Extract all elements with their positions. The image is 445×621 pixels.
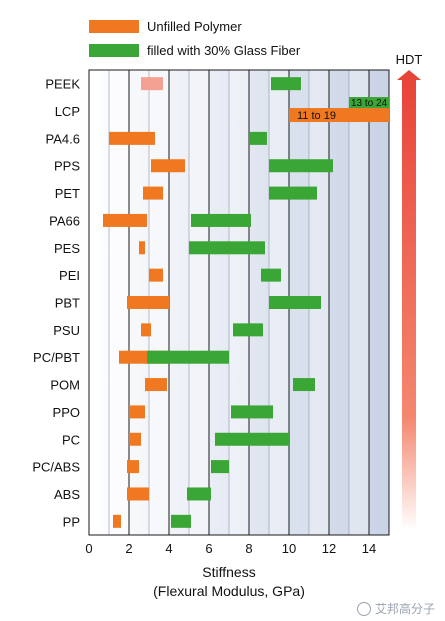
x-tick-label-12: 12	[322, 541, 336, 556]
watermark-text: 艾邦高分子	[374, 602, 435, 616]
category-label-pps: PPS	[54, 159, 80, 174]
x-tick-label-14: 14	[362, 541, 376, 556]
hdt-label: HDT	[396, 52, 423, 67]
hdt-arrow: HDT	[396, 52, 423, 530]
category-label-ppo: PPO	[53, 405, 80, 420]
glass-fiber-bar-ppo	[231, 405, 273, 419]
glass-fiber-bar-pc	[215, 432, 289, 446]
unfilled-bar-pc	[129, 432, 141, 446]
glass-fiber-bar-pps	[269, 159, 333, 173]
category-label-lcp: LCP	[55, 104, 80, 119]
category-label-pei: PEI	[59, 268, 80, 283]
glass-fiber-bar-pes	[189, 241, 265, 255]
plot-background	[89, 70, 389, 535]
legend-label-glass-fiber: filled with 30% Glass Fiber	[147, 43, 301, 58]
category-label-pc-pbt: PC/PBT	[33, 350, 80, 365]
glass-fiber-bar-abs	[187, 487, 211, 501]
x-tick-label-4: 4	[165, 541, 172, 556]
x-tick-label-6: 6	[205, 541, 212, 556]
category-label-pc-abs: PC/ABS	[32, 460, 80, 475]
category-labels: PEEK LCP PA4.6 PPS PET PA66 PES PEI PBT PSU PC/PBT…	[32, 77, 80, 530]
glass-fiber-bar-peek	[271, 77, 301, 91]
unfilled-bar-pbt	[127, 296, 169, 309]
glass-fiber-bar-pa4-6	[249, 131, 267, 145]
unfilled-bar-lcp	[289, 108, 389, 123]
category-label-pes: PES	[54, 241, 80, 256]
plot-band	[349, 70, 369, 535]
plot-band	[189, 70, 209, 535]
plot-band	[109, 70, 129, 535]
annotation-lcp-unfilled: 11 to 19	[297, 110, 336, 122]
annotation-lcp-glass-fiber: 13 to 24	[351, 98, 388, 109]
category-label-pbt: PBT	[55, 296, 80, 311]
category-label-pom: POM	[50, 378, 80, 393]
category-label-pa4-6: PA4.6	[46, 131, 80, 146]
unfilled-bar-ppo	[129, 405, 145, 419]
x-tick-label-8: 8	[245, 541, 252, 556]
category-label-pet: PET	[55, 186, 80, 201]
unfilled-bar-pet	[143, 186, 163, 200]
x-tick-label-0: 0	[85, 541, 92, 556]
unfilled-bar-pei	[149, 268, 163, 282]
glass-fiber-bar-lcp	[349, 97, 389, 109]
unfilled-bar-peek	[141, 77, 163, 91]
wechat-icon	[356, 601, 371, 616]
glass-fiber-bar-pbt	[269, 296, 321, 309]
unfilled-bar-pa4-6	[109, 131, 155, 145]
x-tick-label-2: 2	[125, 541, 132, 556]
category-label-pc: PC	[62, 432, 80, 447]
hdt-arrow-shape	[397, 70, 421, 82]
unfilled-bar-pc-abs	[127, 460, 139, 474]
glass-fiber-bar-pc-pbt	[147, 350, 229, 364]
glass-fiber-bar-pa66	[191, 213, 251, 227]
glass-fiber-bar-pp	[171, 514, 191, 528]
x-axis-label-line2: (Flexural Modulus, GPa)	[153, 583, 305, 599]
x-axis-label-line1: Stiffness	[202, 564, 255, 580]
hdt-arrow-shaft	[402, 80, 416, 530]
legend-swatch-unfilled	[89, 20, 139, 33]
range-bars	[103, 77, 389, 528]
glass-fiber-bar-pc-abs	[211, 460, 229, 474]
category-label-psu: PSU	[53, 323, 80, 338]
bar-annotations: 11 to 19 13 to 24	[297, 98, 388, 122]
glass-fiber-bar-pet	[269, 186, 317, 200]
legend: Unfilled Polymer filled with 30% Glass F…	[89, 19, 301, 58]
category-label-abs: ABS	[54, 487, 80, 502]
legend-label-unfilled: Unfilled Polymer	[147, 19, 242, 34]
x-tick-label-10: 10	[282, 541, 296, 556]
glass-fiber-bar-psu	[233, 323, 263, 337]
x-tick-labels: 0 2 4 6 8 10 12 14	[85, 541, 376, 556]
category-label-peek: PEEK	[45, 77, 80, 92]
category-label-pp: PP	[63, 514, 80, 529]
unfilled-bar-pps	[151, 159, 185, 173]
unfilled-bar-pa66	[103, 213, 147, 227]
unfilled-bar-pp	[113, 514, 121, 528]
unfilled-bar-abs	[127, 487, 149, 501]
glass-fiber-bar-pei	[261, 268, 281, 282]
plot-band	[229, 70, 249, 535]
unfilled-bar-psu	[141, 323, 151, 337]
unfilled-bar-pom	[145, 378, 167, 392]
legend-swatch-glass-fiber	[89, 44, 139, 57]
plot-border	[88, 69, 390, 536]
category-label-pa66: PA66	[49, 213, 80, 228]
watermark: 艾邦高分子	[356, 600, 435, 617]
unfilled-bar-pes	[139, 241, 145, 255]
glass-fiber-bar-pom	[293, 378, 315, 392]
